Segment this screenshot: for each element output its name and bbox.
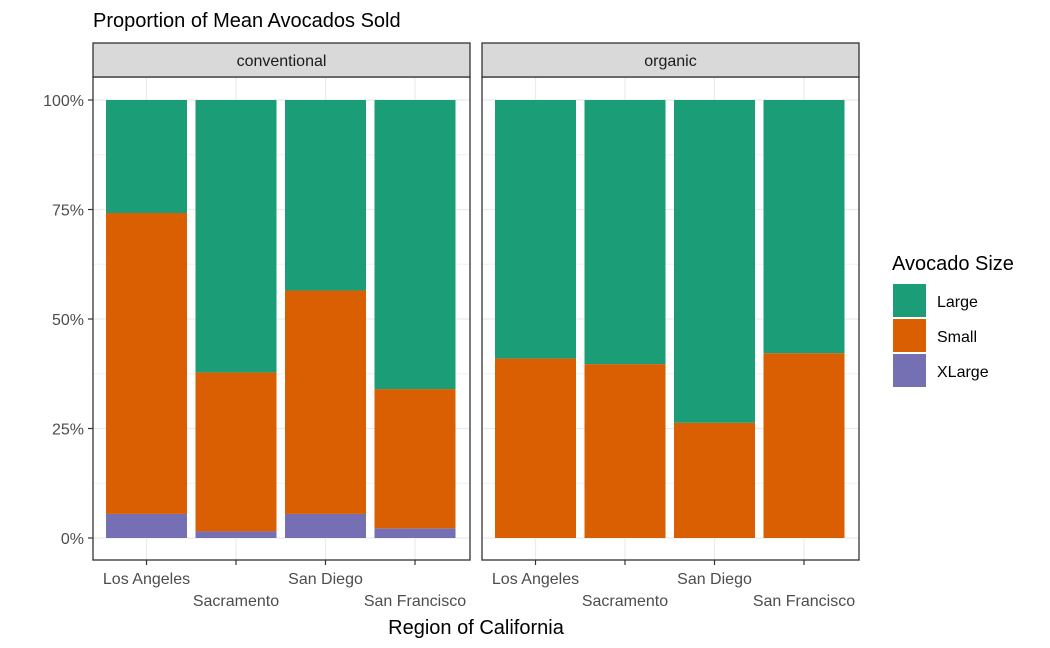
bar-large-san-diego (674, 100, 755, 423)
x-tick-label: San Diego (288, 571, 363, 588)
y-tick-label: 25% (52, 422, 84, 439)
bar-large-los-angeles (106, 100, 187, 214)
bar-xlarge-sacramento (195, 531, 277, 538)
bar-small-los-angeles (106, 213, 187, 514)
y-tick-label: 100% (43, 93, 84, 110)
x-tick-label: San Diego (677, 571, 752, 588)
bar-xlarge-san-diego (285, 513, 366, 538)
y-axis: 0% 25% 50% 75% 100% (43, 93, 93, 548)
facet-strip (481, 42, 860, 78)
x-tick-label: San Francisco (753, 593, 855, 610)
chart-title: Proportion of Mean Avocados Sold (93, 10, 401, 32)
x-axis-title: Region of California (388, 617, 565, 639)
x-tick-label: Sacramento (582, 593, 668, 610)
legend-label-small: Small (937, 329, 977, 346)
bar-large-sacramento (195, 100, 277, 373)
facet-strip (92, 42, 471, 78)
x-tick-label: San Francisco (364, 593, 466, 610)
bar-large-sacramento (584, 100, 666, 365)
x-tick-label: Los Angeles (492, 571, 579, 588)
facet-strip-label: organic (644, 53, 696, 70)
x-tick-label: Sacramento (193, 593, 279, 610)
bar-large-san-francisco (763, 100, 845, 354)
bar-small-san-francisco (374, 389, 456, 529)
bar-large-san-francisco (374, 100, 456, 390)
facet-strip-label: conventional (237, 53, 327, 70)
legend: Avocado Size Large Small XLarge (892, 253, 1014, 387)
bar-xlarge-los-angeles (106, 513, 187, 538)
legend-key-small (893, 319, 926, 352)
bar-small-los-angeles (495, 358, 576, 538)
legend-label-large: Large (937, 294, 978, 311)
bar-xlarge-san-francisco (374, 528, 456, 538)
x-tick-label: Los Angeles (103, 571, 190, 588)
legend-key-xlarge (893, 354, 926, 387)
bar-small-san-francisco (763, 353, 845, 538)
bar-large-san-diego (285, 100, 366, 291)
bar-small-sacramento (195, 372, 277, 532)
y-tick-label: 0% (61, 531, 84, 548)
y-tick-label: 50% (52, 312, 84, 329)
legend-label-xlarge: XLarge (937, 364, 989, 381)
bar-small-sacramento (584, 364, 666, 538)
bar-large-los-angeles (495, 100, 576, 359)
bar-small-san-diego (674, 422, 755, 538)
bar-small-san-diego (285, 290, 366, 514)
legend-key-large (893, 284, 926, 317)
y-tick-label: 75% (52, 203, 84, 220)
legend-title: Avocado Size (892, 253, 1014, 275)
